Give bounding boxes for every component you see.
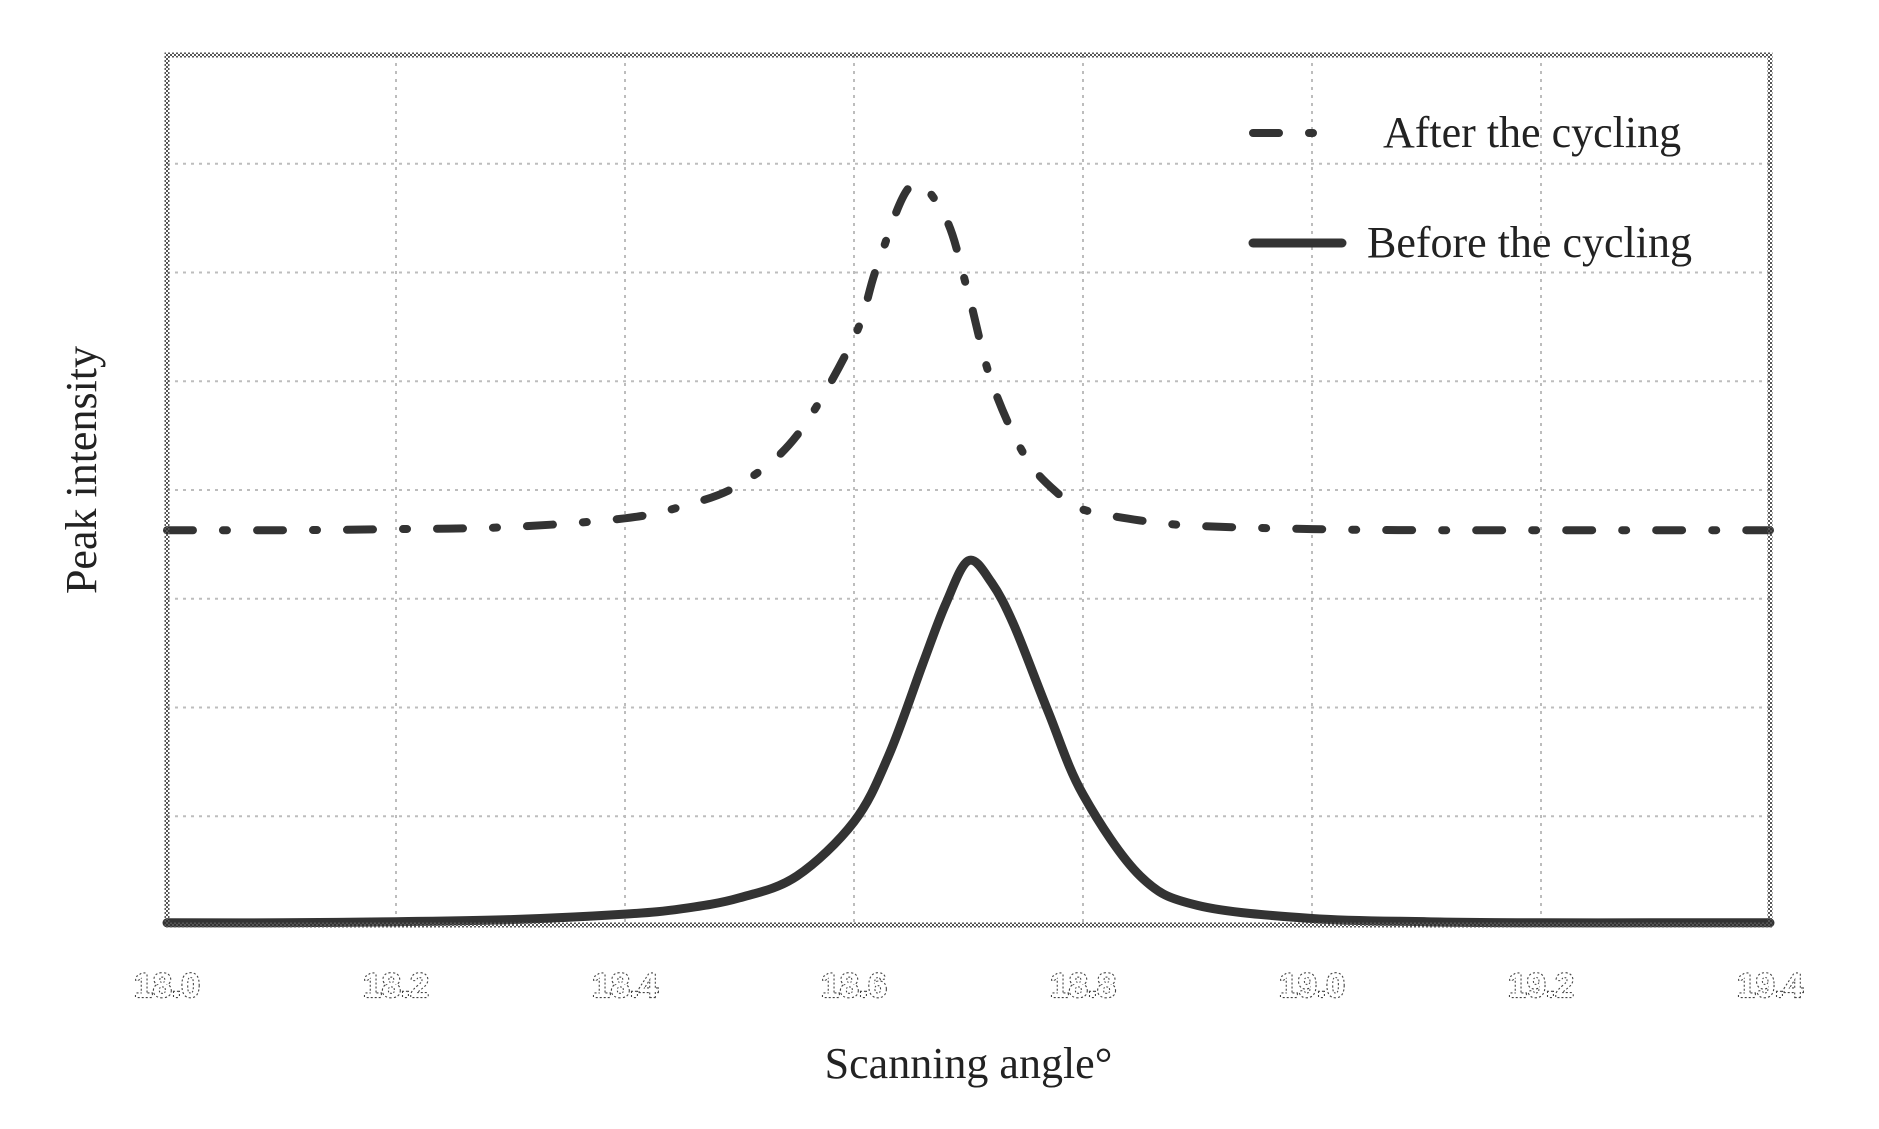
x-tick-label: 18.4 bbox=[592, 967, 658, 1005]
plot-area bbox=[162, 52, 1775, 928]
legend: After the cycling Before the cycling bbox=[1248, 108, 1692, 267]
x-tick-label: 18.6 bbox=[821, 967, 887, 1005]
y-axis-title: Peak intensity bbox=[57, 346, 106, 594]
x-tick-label: 19.2 bbox=[1508, 967, 1574, 1005]
x-tick-label: 18.2 bbox=[363, 967, 429, 1005]
x-tick-label: 19.4 bbox=[1737, 967, 1803, 1005]
x-tick-label: 18.8 bbox=[1050, 967, 1116, 1005]
legend-item-after: After the cycling bbox=[1249, 108, 1681, 157]
series-line-before-cycling bbox=[162, 555, 1775, 928]
legend-item-before: Before the cycling bbox=[1248, 218, 1692, 267]
x-axis-ticks: 18.0 18.2 18.4 18.6 18.8 19.0 19.2 19.4 bbox=[133, 966, 1804, 1006]
plot-frame bbox=[164, 52, 1773, 928]
x-axis-title: Scanning angle° bbox=[825, 1039, 1113, 1088]
x-tick-label: 19.0 bbox=[1279, 967, 1345, 1005]
gridlines bbox=[167, 55, 1770, 925]
x-tick-label: 18.0 bbox=[134, 967, 200, 1005]
legend-label-before: Before the cycling bbox=[1367, 218, 1692, 267]
legend-label-after: After the cycling bbox=[1383, 108, 1681, 157]
series-lines bbox=[162, 179, 1775, 928]
